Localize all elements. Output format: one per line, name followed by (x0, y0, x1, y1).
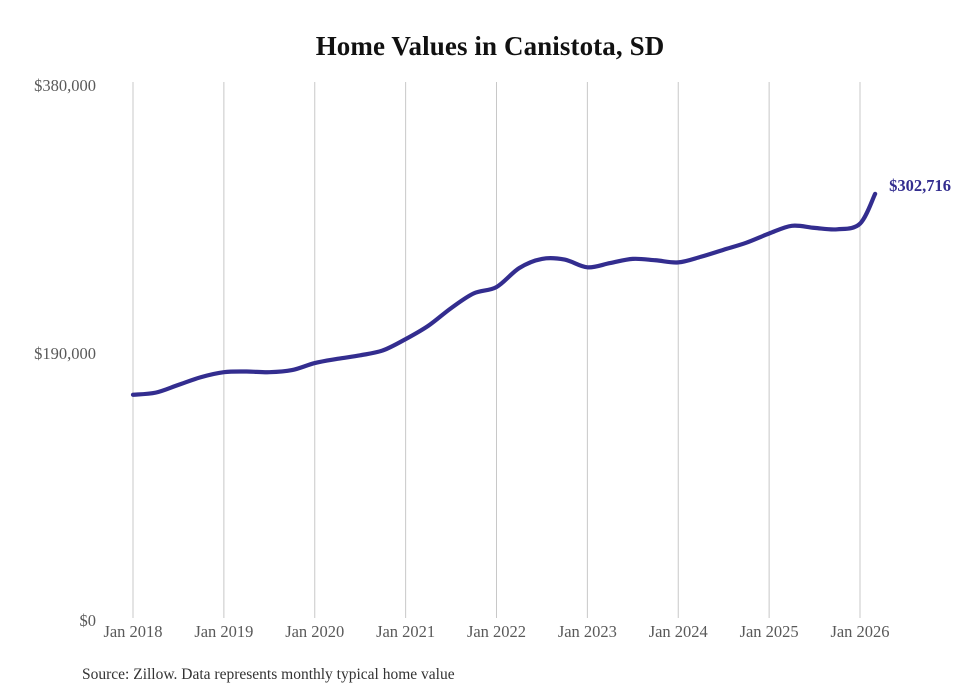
y-axis-tick-label: $0 (79, 611, 97, 630)
y-axis-tick-label: $380,000 (34, 76, 96, 95)
end-value-label: $302,716 (889, 175, 952, 195)
x-axis-tick-label: Jan 2026 (830, 622, 890, 641)
x-axis-tick-label: Jan 2022 (466, 622, 527, 641)
home-value-line (130, 191, 878, 397)
x-axis-tick-label: Jan 2021 (376, 622, 436, 641)
x-axis-tick-label: Jan 2018 (103, 622, 163, 641)
grid-lines (132, 82, 861, 618)
x-axis-tick-label: Jan 2024 (648, 622, 708, 641)
x-axis-tick-label: Jan 2023 (557, 622, 617, 641)
chart-title: Home Values in Canistota, SD (315, 31, 665, 61)
x-axis-tick-label: Jan 2025 (739, 622, 799, 641)
source-note: Source: Zillow. Data represents monthly … (82, 666, 455, 683)
y-axis-tick-label: $190,000 (34, 344, 96, 363)
x-axis-tick-label: Jan 2020 (285, 622, 345, 641)
x-axis-tick-label: Jan 2019 (194, 622, 254, 641)
